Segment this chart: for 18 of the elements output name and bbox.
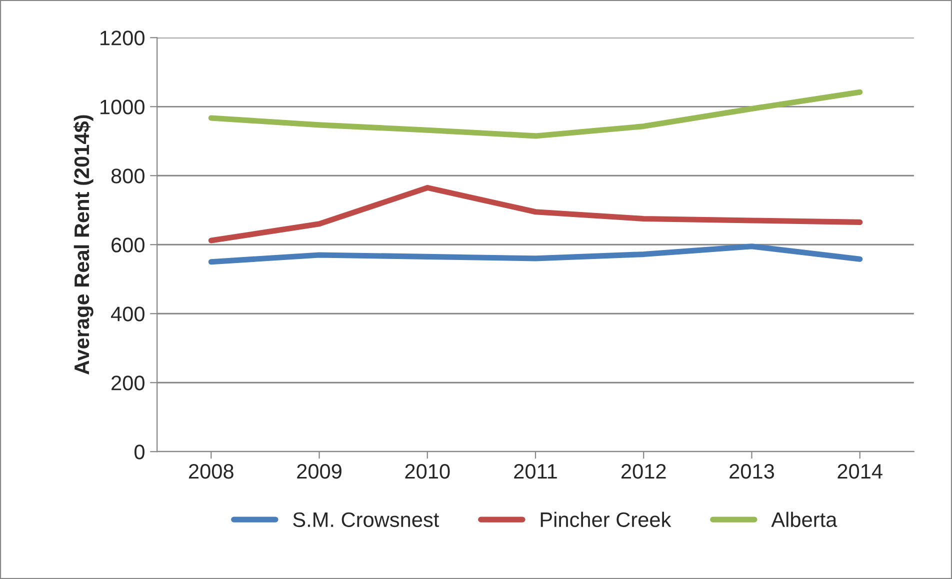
x-tick-label: 2011: [514, 464, 557, 479]
legend-label: Alberta: [771, 512, 838, 528]
x-tick-label: 2009: [297, 464, 342, 479]
y-tick-label: 1200: [100, 30, 144, 46]
y-tick-label: 0: [134, 444, 144, 460]
x-tick-label: 2012: [622, 464, 666, 479]
y-tick-label: 600: [112, 238, 144, 252]
x-tick-label: 2008: [189, 464, 234, 479]
legend-label: S.M. Crowsnest: [293, 512, 440, 528]
legend-label: Pincher Creek: [540, 512, 672, 528]
y-tick-label: 1000: [100, 100, 144, 114]
y-tick-label: 800: [111, 168, 144, 184]
x-tick-label: 2014: [838, 464, 882, 479]
x-tick-label: 2013: [730, 464, 774, 479]
y-tick-label: 200: [112, 376, 144, 390]
y-tick-label: 400: [110, 306, 144, 322]
x-tick-label: 2010: [405, 464, 450, 479]
y-axis-title: Average Real Rent (2014$): [74, 115, 94, 375]
